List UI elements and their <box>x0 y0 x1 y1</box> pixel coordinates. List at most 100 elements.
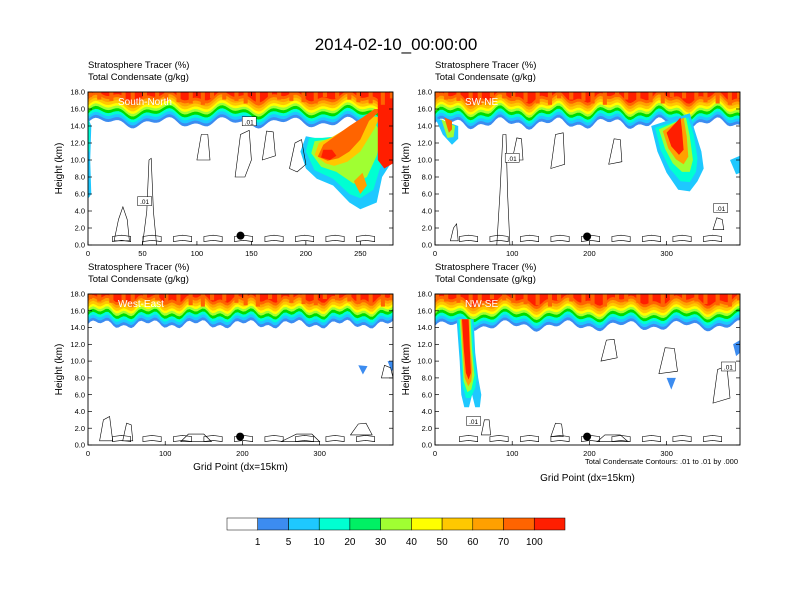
tracer-speckle <box>222 294 227 302</box>
location-marker <box>583 232 592 241</box>
cross-section-label: South-North <box>118 97 172 108</box>
condensate-contour <box>264 234 284 242</box>
y-tick-label: 8.0 <box>75 373 85 382</box>
contour-label-box <box>713 203 728 213</box>
condensate-contour <box>450 222 459 242</box>
colorbar-label: 20 <box>344 537 356 548</box>
x-tick-label: 100 <box>506 449 519 458</box>
main-title: 2014-02-10_00:00:00 <box>315 35 478 54</box>
x-tick-label: 250 <box>354 249 367 258</box>
condensate-contour <box>611 234 631 242</box>
tracer-speckle <box>88 92 93 98</box>
y-tick-label: 6.0 <box>422 190 432 199</box>
tracer-speckle <box>130 92 135 105</box>
condensate-contour <box>173 234 192 242</box>
tracer-intrusion <box>730 155 740 175</box>
tracer-speckle <box>268 294 273 299</box>
tracer-speckle <box>277 294 282 302</box>
colorbar-label: 5 <box>286 537 292 548</box>
condensate-contour <box>142 435 162 442</box>
panel-south-north: .01 .01 South-North Stratosphere Tracer (%)… <box>54 60 394 258</box>
condensate-contour <box>608 138 623 165</box>
condensate-contour <box>611 435 631 442</box>
y-tick-label: 18.0 <box>70 88 85 97</box>
tracer-speckle <box>569 92 574 100</box>
y-tick-label: 8.0 <box>75 173 85 182</box>
tracer-intrusion <box>666 377 676 390</box>
condensate-contour <box>179 433 213 442</box>
tracer-speckle <box>368 294 373 306</box>
tracer-field: .01 .01 <box>88 92 393 245</box>
tracer-speckle <box>188 92 193 104</box>
y-tick-label: 16.0 <box>70 306 85 315</box>
tracer-speckle <box>590 294 595 306</box>
tracer-speckle <box>210 92 215 99</box>
condensate-contour <box>672 435 692 442</box>
x-tick-label: 300 <box>660 249 673 258</box>
contour-label-box <box>241 116 257 126</box>
colorbar-box <box>472 517 504 531</box>
y-tick-label: 0.0 <box>422 241 432 250</box>
colorbar-label: 70 <box>498 537 510 548</box>
plot-frame <box>434 293 741 446</box>
y-tick-label: 0.0 <box>422 441 432 450</box>
y-tick-label: 16.0 <box>70 105 85 114</box>
x-tick-label: 0 <box>86 249 90 258</box>
tracer-speckle <box>435 294 440 299</box>
tracer-speckle <box>142 294 147 299</box>
tracer-intrusion <box>353 172 367 194</box>
panel-title-condensate: Total Condensate (g/kg) <box>88 274 189 285</box>
tracer-speckle <box>444 294 449 302</box>
tracer-speckle <box>456 92 461 101</box>
tracer-speckle <box>590 92 595 104</box>
x-tick-label: 0 <box>433 249 437 258</box>
tracer-speckle <box>636 294 641 303</box>
tracer-speckle <box>511 92 516 101</box>
tracer-speckle <box>727 294 732 307</box>
location-marker <box>583 432 592 441</box>
contour-label: .01 <box>508 156 517 163</box>
tracer-speckle <box>715 92 720 104</box>
condensate-contour <box>703 234 722 242</box>
tracer-speckle <box>267 92 272 98</box>
colorbar-label: 10 <box>314 537 326 548</box>
tracer-speckle <box>313 92 318 104</box>
condensate-contour <box>113 205 130 242</box>
tracer-intrusion <box>377 92 393 169</box>
tracer-speckle <box>737 92 740 99</box>
y-tick-label: 18.0 <box>417 88 432 97</box>
tracer-speckle <box>109 294 114 303</box>
tracer-speckle <box>97 92 102 100</box>
tracer-speckle <box>234 92 239 101</box>
tracer-intrusion <box>317 109 383 161</box>
y-tick-label: 18.0 <box>417 290 432 299</box>
tracer-speckle <box>682 92 687 99</box>
y-tick-label: 2.0 <box>422 424 432 433</box>
condensate-contour <box>203 234 223 242</box>
y-tick-label: 6.0 <box>75 390 85 399</box>
y-tick-label: 10.0 <box>417 156 432 165</box>
condensate-contour <box>712 217 725 230</box>
tracer-speckle <box>389 92 393 99</box>
x-tick-label: 200 <box>583 449 596 458</box>
y-tick-label: 10.0 <box>70 156 85 165</box>
y-tick-label: 16.0 <box>417 306 432 315</box>
contour-label-box <box>504 153 520 163</box>
tracer-speckle <box>715 294 720 306</box>
tracer-speckle <box>164 294 169 303</box>
contour-label: .01 <box>724 364 733 371</box>
condensate-contour <box>196 134 211 161</box>
colorbar-box <box>257 517 289 531</box>
tracer-speckle <box>648 92 653 103</box>
colorbar-box <box>534 517 566 531</box>
tracer-speckle <box>477 294 482 307</box>
contour-label: .01 <box>140 199 149 206</box>
x-tick-label: 200 <box>583 249 596 258</box>
x-axis-label: Grid Point (dx=15km) <box>193 462 288 473</box>
panel-title-condensate: Total Condensate (g/kg) <box>435 274 536 285</box>
y-tick-label: 4.0 <box>422 207 432 216</box>
cross-section-label: West-East <box>118 299 164 310</box>
plot-frame <box>87 293 394 446</box>
condensate-contour <box>642 435 661 442</box>
tracer-speckle <box>703 294 708 305</box>
